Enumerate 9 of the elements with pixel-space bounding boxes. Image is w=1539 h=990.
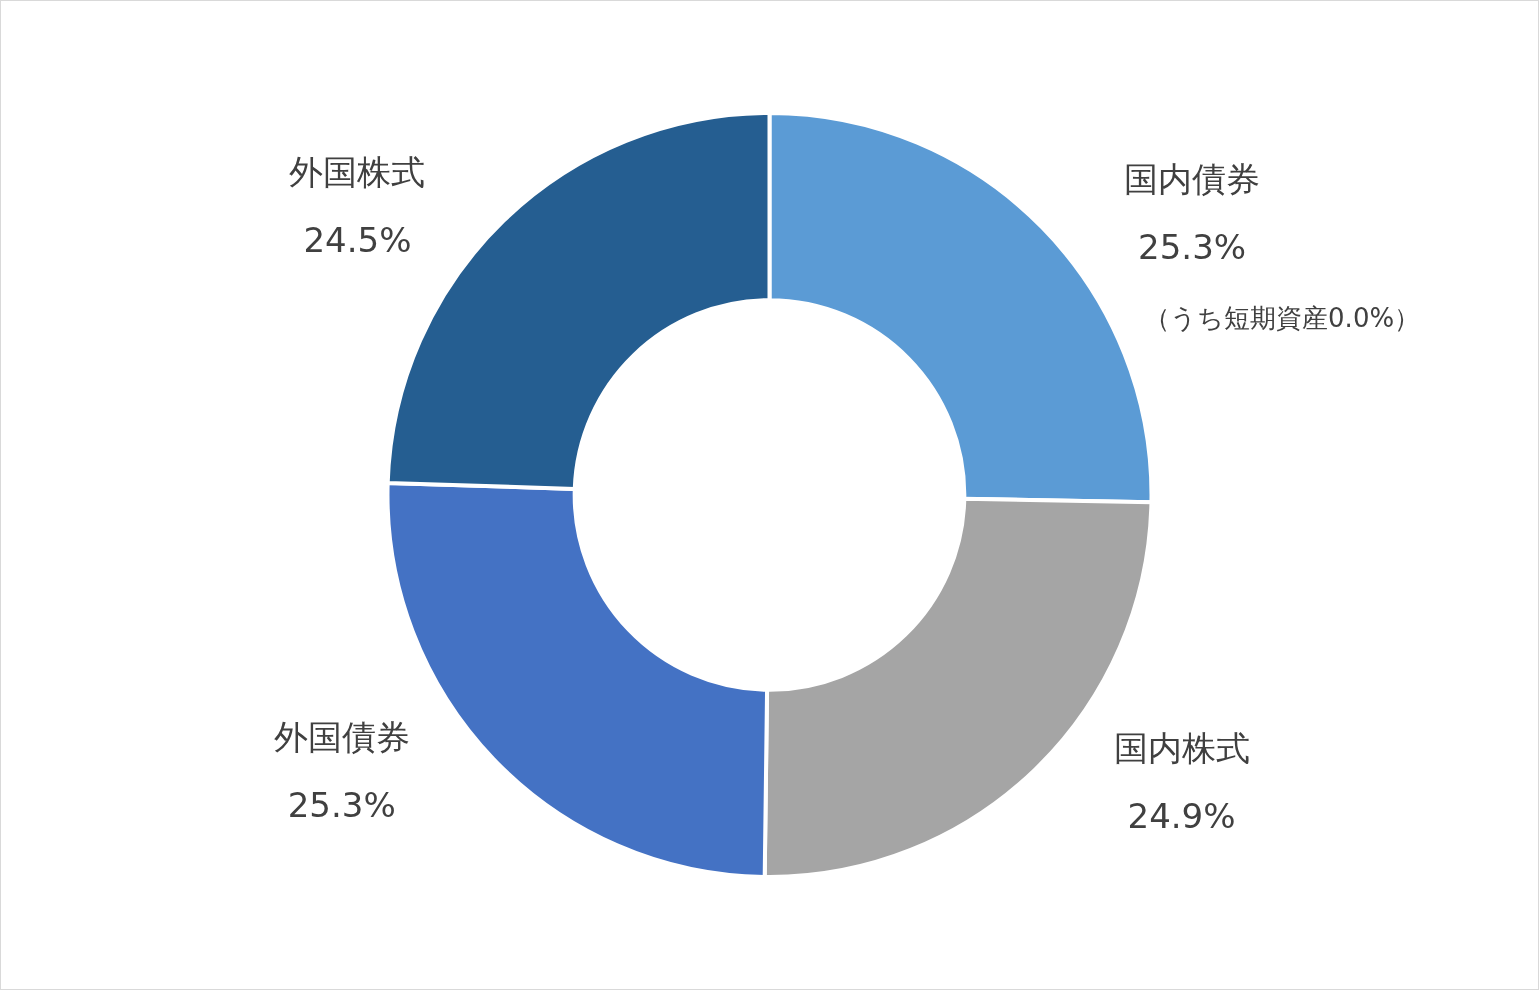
slice-label: 国内株式 xyxy=(1113,727,1250,768)
text: （うち短期資産0.0%） xyxy=(1144,302,1421,333)
slice-label: 外国債券 xyxy=(273,717,410,758)
slice-label: 外国株式 xyxy=(289,151,426,192)
data-label: 24.9% xyxy=(1127,795,1236,836)
data-label: 25.3% xyxy=(287,785,396,826)
data-label: 25.3% xyxy=(1138,226,1247,267)
data-label: 24.5% xyxy=(303,219,412,260)
slice-label: 国内債券 xyxy=(1124,158,1261,199)
